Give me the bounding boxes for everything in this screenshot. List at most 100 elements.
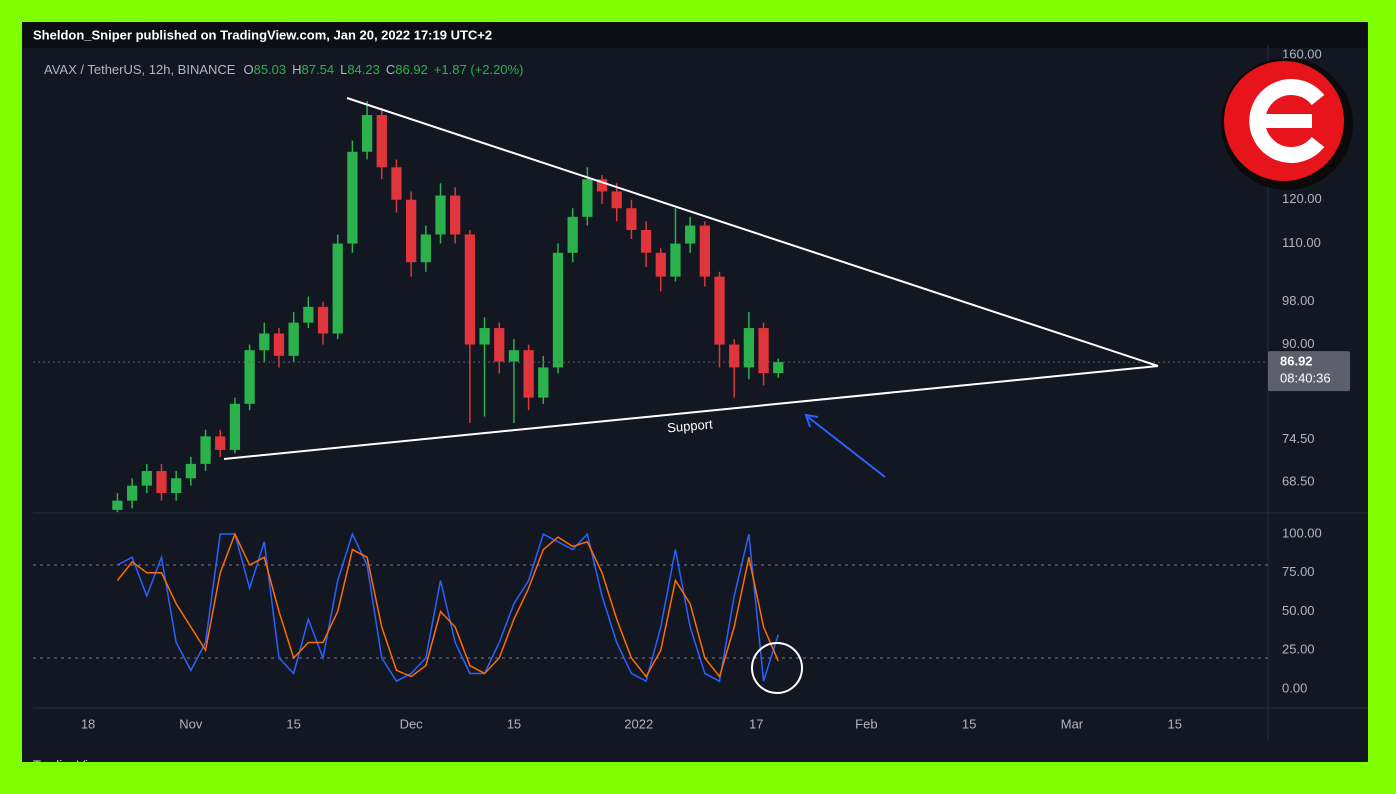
y-tick-label: 110.00 (1282, 235, 1321, 250)
publisher-line: Sheldon_Sniper published on TradingView.… (33, 27, 492, 42)
candle-body (273, 333, 285, 356)
y-tick-label: 68.50 (1282, 473, 1315, 488)
candle-body (655, 252, 666, 277)
candle-body (714, 276, 725, 345)
ohlc-key: O (243, 62, 253, 77)
candle-body (670, 243, 681, 277)
candle-body (141, 471, 152, 486)
x-tick-label: 15 (962, 716, 976, 731)
x-tick-label: 15 (507, 716, 521, 731)
ohlc-key: L (340, 62, 347, 77)
x-tick-label: 15 (1168, 716, 1182, 731)
candle-body (758, 328, 769, 374)
price-tag-value: 86.92 (1280, 354, 1313, 369)
ohlc-value: 84.23 (347, 62, 380, 77)
ohlc-value: 85.03 (254, 62, 287, 77)
candle-body (729, 344, 740, 368)
candle-body (126, 485, 138, 501)
candle-body (596, 179, 608, 192)
candle-body (244, 350, 255, 404)
candle-body (435, 195, 446, 235)
x-tick-label: Nov (179, 716, 203, 731)
support-label: Support (667, 416, 714, 435)
logo (1221, 58, 1353, 190)
candle-body (699, 225, 710, 277)
candle-body (112, 500, 123, 510)
ohlc-value: 87.54 (302, 62, 335, 77)
trendline-support (223, 365, 1159, 460)
arrow (807, 416, 886, 478)
candle-body (391, 167, 402, 200)
candle-body (552, 252, 564, 368)
x-tick-label: 18 (81, 716, 95, 731)
candle-body (494, 328, 505, 362)
stoch-pane (33, 532, 1268, 683)
y-tick-label: 0.00 (1282, 680, 1307, 695)
highlight-circle (751, 642, 803, 694)
y-tick-label: 75.00 (1282, 564, 1315, 579)
candle-body (567, 216, 578, 253)
logo-c (1249, 79, 1325, 163)
y-tick-label: 120.00 (1282, 191, 1322, 206)
candle-body (479, 328, 490, 345)
axes: 68.50 74.50 90.00 98.00 110.00 120.00 160.00 18… (81, 46, 1350, 731)
candle-body (523, 350, 534, 398)
x-tick-label: 17 (749, 716, 763, 731)
candle-body (288, 322, 299, 356)
stoch-line (116, 532, 779, 679)
candle-body (215, 436, 226, 450)
panel (22, 22, 1368, 762)
ohlc-key: H (292, 62, 301, 77)
x-tick-label: 15 (286, 716, 300, 731)
x-tick-label: 2022 (624, 716, 653, 731)
y-tick-label: 90.00 (1282, 336, 1315, 351)
candle-body (640, 230, 652, 253)
x-tick-label: Mar (1061, 716, 1084, 731)
candle-body (743, 328, 755, 368)
ohlc-value: 86.92 (395, 62, 428, 77)
symbol: AVAX / TetherUS, 12h, BINANCE (44, 62, 236, 77)
change: +1.87 (+2.20%) (434, 62, 524, 77)
y-tick-label: 160.00 (1282, 46, 1322, 61)
candle-body (582, 179, 593, 217)
candle-body (171, 478, 182, 494)
y-tick-label: 100.00 (1282, 525, 1322, 540)
candle-body (508, 350, 520, 362)
candle-body (332, 243, 343, 334)
stoch-line (117, 532, 779, 683)
x-tick-label: Feb (855, 716, 877, 731)
y-tick-label: 74.50 (1282, 431, 1315, 446)
candle-body (611, 191, 622, 209)
candle-body (450, 195, 461, 235)
y-tick-label: 50.00 (1282, 603, 1315, 618)
legend-line: AVAX / TetherUS, 12h, BINANCE O85.03 H87.5… (44, 62, 523, 77)
top-strip (22, 22, 1368, 48)
logo-bar (1262, 114, 1312, 128)
candle-body (464, 234, 476, 345)
candle-body (156, 471, 167, 494)
candle-body (317, 306, 329, 334)
candle-body (229, 403, 241, 450)
candle-body (626, 208, 637, 231)
candle-body (200, 436, 211, 464)
candle-body (361, 115, 373, 152)
price-pane (33, 101, 1268, 513)
arrow-head (804, 413, 819, 428)
candle-body (538, 367, 549, 398)
x-tick-label: Dec (400, 716, 424, 731)
candle-body (405, 199, 417, 263)
y-tick-label: 25.00 (1282, 642, 1315, 657)
candle-body (347, 151, 358, 244)
candle-body (420, 234, 431, 263)
trendline-upper (346, 97, 1159, 367)
candle-body (185, 463, 197, 479)
candle-body (259, 333, 270, 351)
countdown: 08:40:36 (1280, 371, 1331, 386)
candle-body (685, 225, 696, 244)
candle-body (376, 115, 387, 168)
candle-body (303, 306, 314, 323)
price-tag (1268, 351, 1350, 392)
candle-body (773, 362, 784, 374)
y-tick-label: 98.00 (1282, 293, 1315, 308)
